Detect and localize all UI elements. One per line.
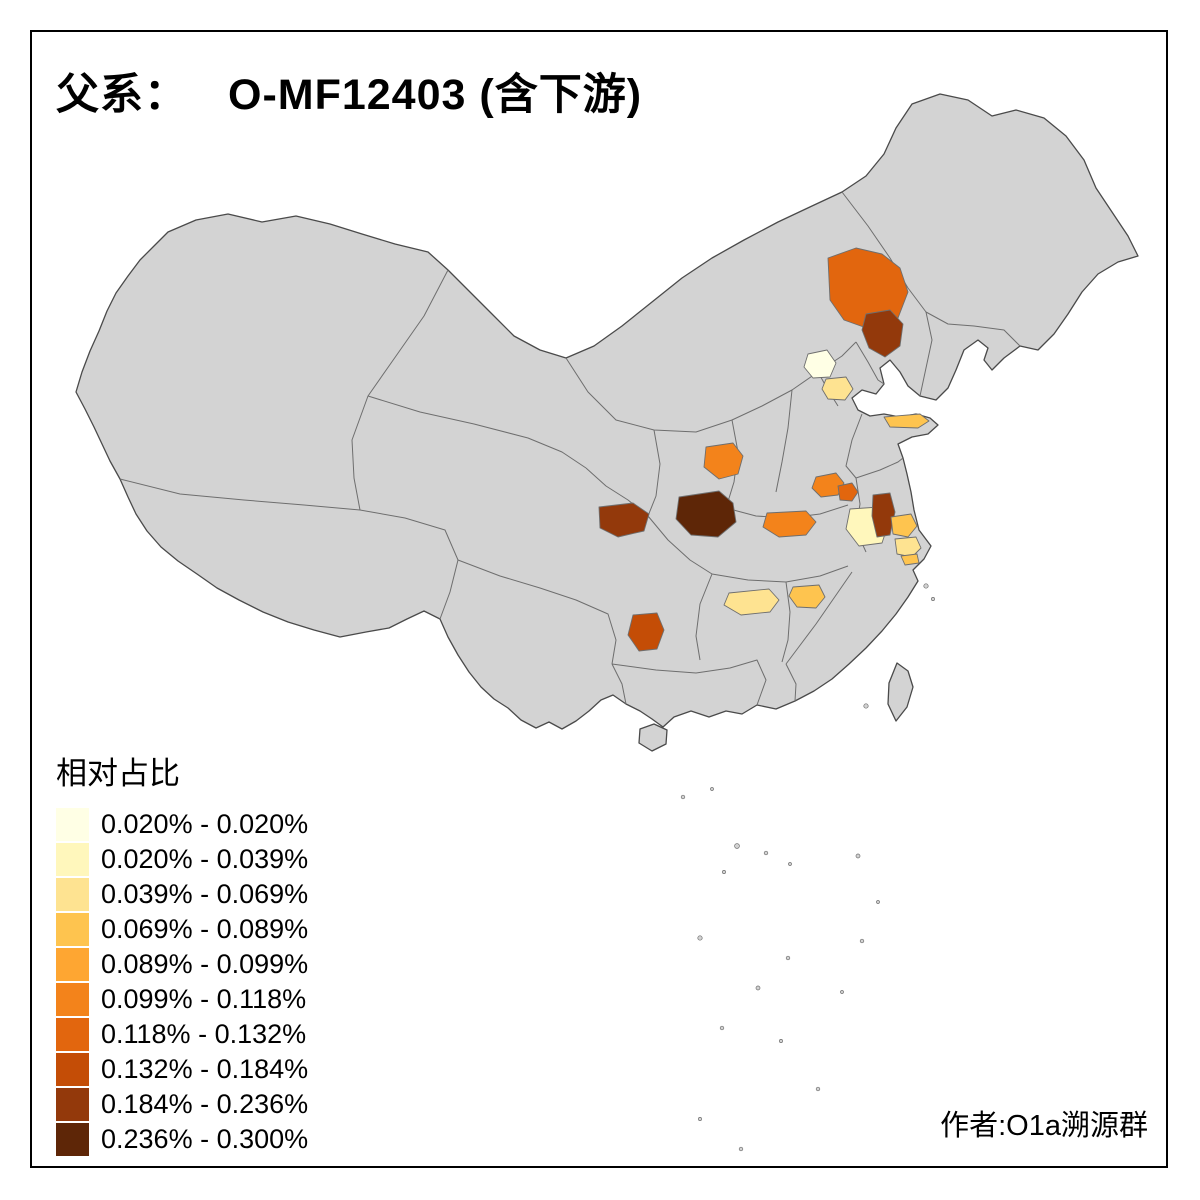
page-title: 父系： O-MF12403 (含下游) <box>56 60 642 122</box>
legend-swatch <box>56 1018 89 1051</box>
legend-label: 0.099% - 0.118% <box>101 984 307 1014</box>
map-region-jiangsu-south-2 <box>894 536 922 558</box>
legend: 相对占比 0.020% - 0.020% 0.020% - 0.039% 0.0… <box>56 748 308 1157</box>
map-region-liaoning-west <box>861 309 904 358</box>
legend-label: 0.236% - 0.300% <box>101 1124 309 1154</box>
legend-label: 0.039% - 0.069% <box>101 879 309 909</box>
legend-swatch <box>56 983 89 1016</box>
legend-swatch <box>56 843 89 876</box>
legend-label: 0.184% - 0.236% <box>101 1089 309 1119</box>
legend-swatch <box>56 1123 89 1156</box>
map-region-henan-east-2 <box>837 482 859 502</box>
title-prefix: 父系： <box>56 71 188 119</box>
legend-row: 0.020% - 0.039% <box>56 842 308 877</box>
map-region-hubei-north <box>762 510 817 538</box>
legend-row: 0.118% - 0.132% <box>56 1017 308 1052</box>
map-region-jiangsu-middle-dark <box>871 492 896 538</box>
legend-swatch <box>56 948 89 981</box>
legend-swatch <box>56 878 89 911</box>
title-main: O-MF12403 (含下游) <box>228 71 643 119</box>
legend-row: 0.069% - 0.089% <box>56 912 308 947</box>
map-region-shanxi-south <box>703 442 744 480</box>
legend-title: 相对占比 <box>56 756 180 791</box>
map-region-hunan-northeast <box>788 584 826 609</box>
legend-label: 0.132% - 0.184% <box>101 1054 309 1084</box>
legend-label: 0.069% - 0.089% <box>101 914 309 944</box>
map-region-jiangsu-south-1 <box>890 513 918 538</box>
legend-row: 0.099% - 0.118% <box>56 982 308 1017</box>
legend-row: 0.132% - 0.184% <box>56 1052 308 1087</box>
map-region-shanghai-area <box>900 553 920 566</box>
map-region-guizhou-north <box>627 612 665 652</box>
legend-label: 0.020% - 0.039% <box>101 844 309 874</box>
legend-label: 0.118% - 0.132% <box>101 1019 307 1049</box>
legend-label: 0.020% - 0.020% <box>101 809 309 839</box>
sea-islands <box>680 583 935 1152</box>
legend-label: 0.089% - 0.099% <box>101 949 309 979</box>
hainan-island <box>638 723 668 752</box>
legend-row: 0.020% - 0.020% <box>56 807 308 842</box>
legend-row: 0.236% - 0.300% <box>56 1122 308 1157</box>
map-region-shandong-north <box>883 413 930 429</box>
map-region-sichuan-east <box>598 502 650 538</box>
map-region-beijing-area-1 <box>803 349 837 379</box>
attribution: 作者:O1a溯源群 <box>940 1110 1148 1142</box>
legend-swatch <box>56 913 89 946</box>
legend-row: 0.184% - 0.236% <box>56 1087 308 1122</box>
map-region-henan-east-1 <box>811 472 845 498</box>
legend-row: 0.089% - 0.099% <box>56 947 308 982</box>
map-region-hunan-north <box>723 588 780 616</box>
legend-swatch <box>56 1088 89 1121</box>
legend-swatch <box>56 808 89 841</box>
province-borders <box>119 191 1021 706</box>
map-region-beijing-area-2 <box>821 376 854 401</box>
map-region-henan-southwest <box>675 490 737 538</box>
legend-row: 0.039% - 0.069% <box>56 877 308 912</box>
colored-regions <box>598 247 930 652</box>
map-region-inner-mongolia-east <box>827 247 909 331</box>
taiwan-island <box>887 662 914 722</box>
legend-swatch <box>56 1053 89 1086</box>
